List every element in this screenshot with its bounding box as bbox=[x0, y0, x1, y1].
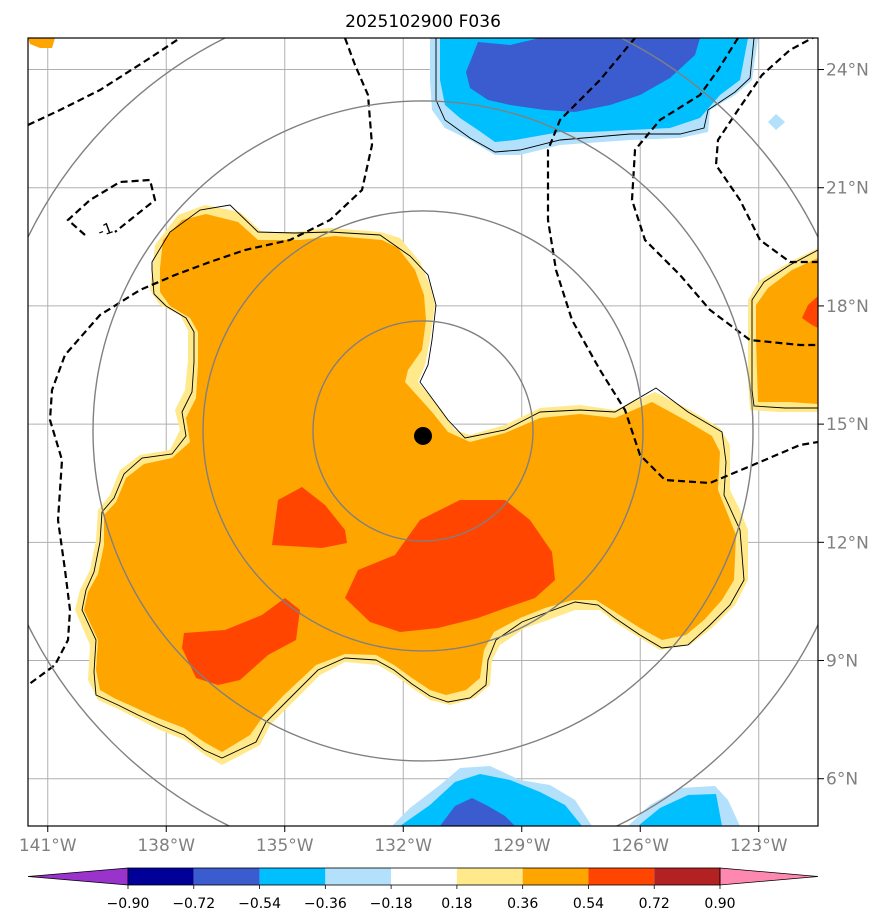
colorbar-label: 0.54 bbox=[573, 896, 604, 912]
colorbar-label: −0.54 bbox=[238, 896, 281, 912]
lat-tick-label: 18°N bbox=[826, 297, 869, 317]
colorbar-extend-high bbox=[719, 867, 819, 886]
dashed-contour bbox=[28, 38, 181, 126]
colorbar-label: 0.90 bbox=[704, 896, 735, 912]
colorbar-frame bbox=[127, 867, 721, 886]
lat-tick-label: 21°N bbox=[826, 179, 869, 199]
range-ring bbox=[92, 100, 754, 762]
dashed-contour bbox=[28, 38, 374, 686]
negative-anomaly-region-north bbox=[430, 38, 758, 155]
contour-fill-neg-0.18 bbox=[768, 114, 785, 130]
contour-label: -1 bbox=[95, 219, 115, 241]
range-ring bbox=[312, 320, 534, 542]
range-ring bbox=[202, 210, 644, 652]
colorbar-label: −0.18 bbox=[370, 896, 413, 912]
negative-anomaly-region-south bbox=[392, 114, 785, 826]
colorbar-bin bbox=[654, 868, 720, 885]
colorbar-label: −0.36 bbox=[304, 896, 347, 912]
zero-contour-line bbox=[435, 38, 755, 153]
lon-tick-label: 132°W bbox=[374, 836, 432, 856]
map-title: 2025102900 F036 bbox=[345, 12, 501, 32]
lat-tick-label: 9°N bbox=[826, 652, 858, 672]
dashed-contours bbox=[28, 38, 818, 686]
contour-fill-neg-0.54 bbox=[440, 798, 515, 826]
colorbar-bin bbox=[391, 868, 457, 885]
lat-tick-label: 12°N bbox=[826, 533, 869, 553]
colorbar-bin bbox=[259, 868, 326, 885]
colorbar-bin bbox=[456, 868, 523, 885]
storm-center-marker bbox=[414, 426, 432, 445]
colorbar: −0.90 −0.72 −0.54 −0.36 −0.18 0.18 0.36 0.54 0.7… bbox=[27, 867, 819, 912]
colorbar-bin bbox=[325, 868, 392, 885]
colorbar-label: −0.72 bbox=[172, 896, 215, 912]
contour-fill-0.54 bbox=[345, 500, 555, 632]
map-frame bbox=[27, 37, 819, 827]
lon-tick-label: 135°W bbox=[256, 836, 314, 856]
colorbar-bin bbox=[128, 868, 194, 885]
contour-fill-0.54 bbox=[182, 598, 300, 685]
positive-anomaly-region-main bbox=[75, 204, 748, 765]
contour-fill-0.54 bbox=[272, 487, 347, 548]
contour-fill-0.36 bbox=[28, 38, 55, 48]
lat-tick-label: 24°N bbox=[826, 61, 869, 81]
contour-fill-0.54 bbox=[802, 296, 818, 328]
lat-tick-label: 6°N bbox=[826, 770, 858, 790]
latitude-axis: 24°N 21°N 18°N 15°N 12°N 9°N 6°N bbox=[818, 61, 869, 790]
dashed-contour bbox=[714, 38, 818, 264]
colorbar-bin bbox=[522, 868, 589, 885]
zero-contour-line bbox=[81, 204, 745, 759]
colorbar-label: −0.90 bbox=[107, 896, 150, 912]
lat-tick-label: 15°N bbox=[826, 415, 869, 435]
zero-contour-line bbox=[751, 249, 818, 409]
map-plot-area: -1 bbox=[28, 38, 818, 826]
lon-tick-label: 123°W bbox=[730, 836, 788, 856]
range-rings bbox=[28, 38, 818, 826]
contour-fill-0.36 bbox=[84, 214, 736, 752]
colorbar-label: 0.36 bbox=[507, 896, 538, 912]
lon-tick-label: 138°W bbox=[137, 836, 195, 856]
dashed-contour-label-1 bbox=[66, 178, 157, 236]
contour-fill-neg-0.54 bbox=[466, 38, 700, 112]
contour-fill-neg-0.36 bbox=[400, 774, 582, 826]
positive-anomaly-region-east bbox=[748, 248, 818, 412]
positive-anomaly-corner bbox=[28, 38, 55, 48]
colorbar-bin bbox=[193, 868, 260, 885]
lon-tick-label: 126°W bbox=[611, 836, 669, 856]
longitude-axis: 141°W 138°W 135°W 132°W 129°W 126°W 123°W bbox=[19, 826, 788, 856]
colorbar-bin bbox=[588, 868, 655, 885]
dashed-contour bbox=[546, 38, 818, 485]
contour-fill-0.36 bbox=[756, 258, 818, 404]
lon-tick-label: 141°W bbox=[19, 836, 77, 856]
colorbar-label: 0.72 bbox=[639, 896, 670, 912]
lon-tick-label: 129°W bbox=[493, 836, 551, 856]
dashed-contour bbox=[630, 38, 818, 347]
contour-fill-neg-0.36 bbox=[638, 794, 722, 826]
colorbar-label: 0.18 bbox=[441, 896, 472, 912]
colorbar-extend-low bbox=[27, 867, 129, 886]
